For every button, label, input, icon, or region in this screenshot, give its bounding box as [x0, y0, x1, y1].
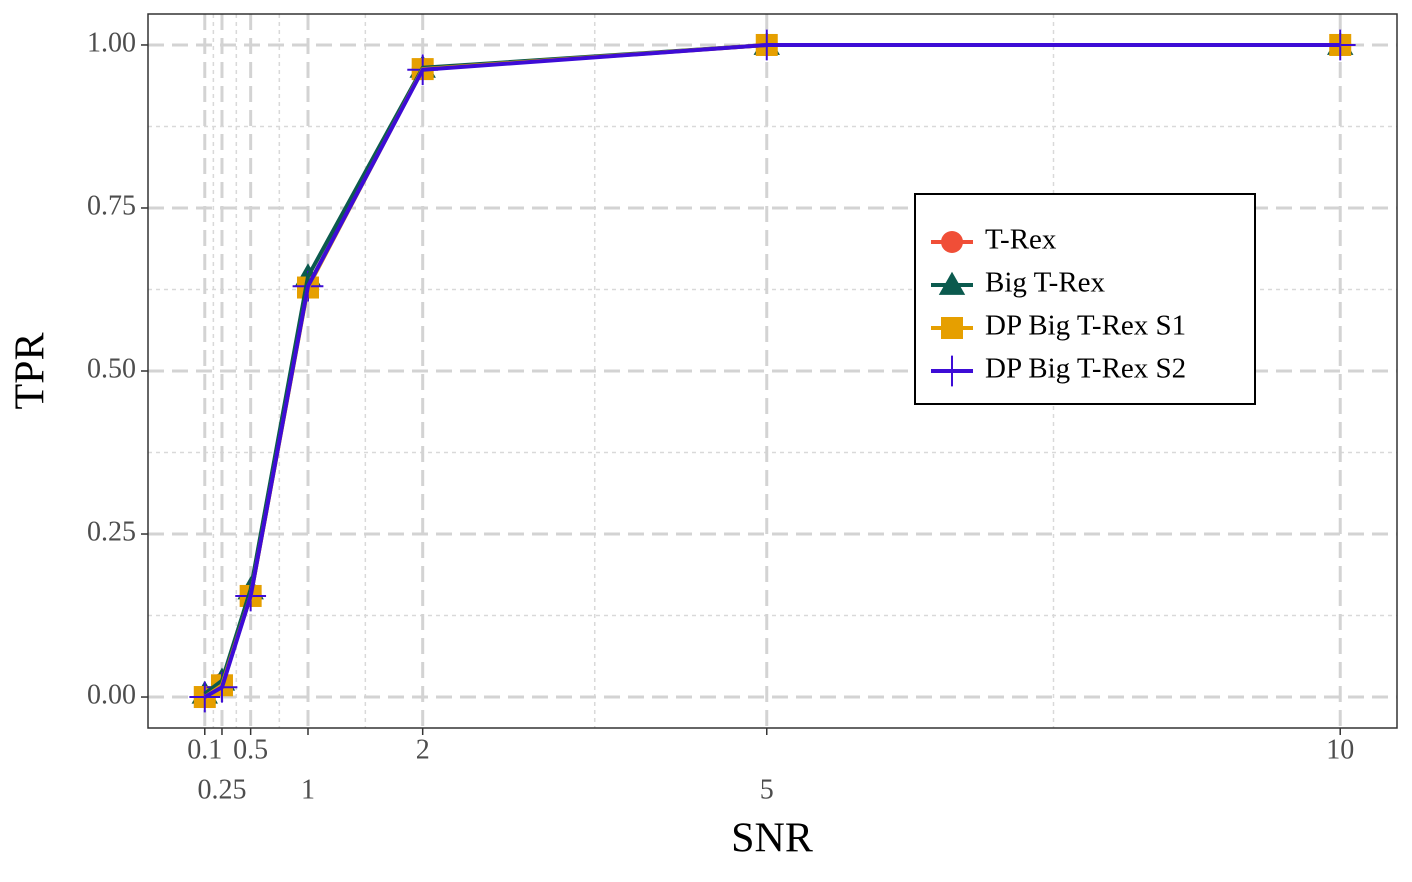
legend-label: T-Rex	[985, 224, 1057, 256]
legend-label: Big T-Rex	[985, 267, 1106, 299]
y-tick-label: 0.50	[87, 353, 136, 384]
y-tick-label: 0.00	[87, 679, 136, 710]
y-axis-title: TPR	[8, 332, 54, 409]
legend-label: DP Big T-Rex S2	[985, 353, 1186, 385]
x-tick-label: 0.25	[197, 774, 246, 805]
marker	[941, 317, 963, 339]
legend-label: DP Big T-Rex S1	[985, 310, 1186, 342]
y-tick-label: 0.25	[87, 516, 136, 547]
x-tick-label: 5	[760, 774, 774, 805]
x-tick-label: 2	[416, 734, 430, 765]
x-tick-label: 0.1	[187, 734, 222, 765]
marker	[938, 271, 966, 295]
legend: T-Rex Big T-Rex DP Big T-Rex S1 DP Big T-Re…	[914, 193, 1256, 405]
y-tick-label: 1.00	[87, 27, 136, 58]
x-tick-label: 0.5	[233, 734, 268, 765]
x-tick-label: 10	[1326, 734, 1354, 765]
series-line	[203, 42, 1341, 699]
x-tick-label: 1	[301, 774, 315, 805]
x-axis-title: SNR	[731, 816, 813, 862]
marker	[941, 231, 963, 253]
y-tick-label: 0.75	[87, 190, 136, 221]
plot-border	[147, 13, 1398, 729]
marker	[936, 355, 968, 387]
